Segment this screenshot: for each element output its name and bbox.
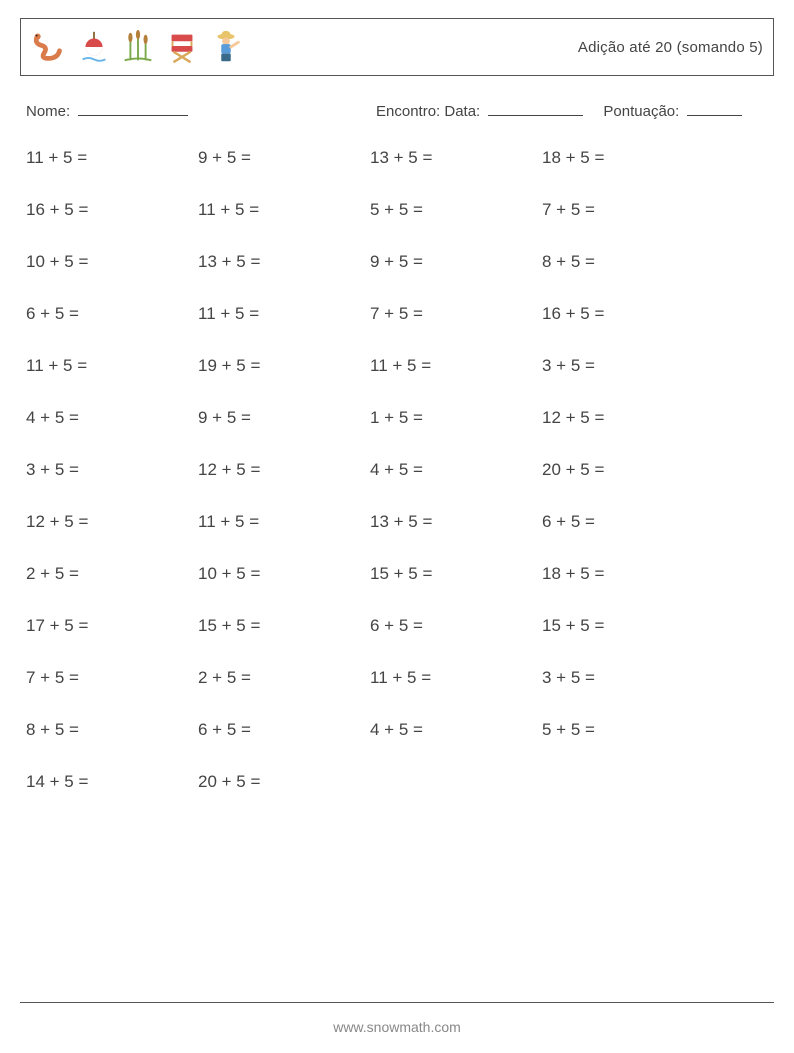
bobber-icon bbox=[75, 28, 113, 66]
problem-row: 2 + 5 =10 + 5 =15 + 5 =18 + 5 = bbox=[26, 564, 768, 584]
problem-cell: 12 + 5 = bbox=[26, 512, 198, 532]
problem-row: 4 + 5 =9 + 5 =1 + 5 =12 + 5 = bbox=[26, 408, 768, 428]
problem-cell: 4 + 5 = bbox=[370, 460, 542, 480]
problem-cell: 16 + 5 = bbox=[26, 200, 198, 220]
problem-cell: 14 + 5 = bbox=[26, 772, 198, 792]
problem-cell: 2 + 5 = bbox=[26, 564, 198, 584]
worksheet-page: Adição até 20 (somando 5) Nome: Encontro… bbox=[0, 0, 794, 1053]
problem-cell: 6 + 5 = bbox=[542, 512, 714, 532]
problem-cell: 15 + 5 = bbox=[198, 616, 370, 636]
problem-cell: 10 + 5 = bbox=[26, 252, 198, 272]
problem-cell: 9 + 5 = bbox=[370, 252, 542, 272]
problem-cell: 16 + 5 = bbox=[542, 304, 714, 324]
problem-cell: 10 + 5 = bbox=[198, 564, 370, 584]
problem-cell: 6 + 5 = bbox=[198, 720, 370, 740]
problem-cell: 11 + 5 = bbox=[370, 356, 542, 376]
footer-text: www.snowmath.com bbox=[0, 1019, 794, 1035]
problem-cell: 2 + 5 = bbox=[198, 668, 370, 688]
problem-cell: 11 + 5 = bbox=[26, 356, 198, 376]
worm-icon bbox=[31, 28, 69, 66]
problem-row: 14 + 5 =20 + 5 = bbox=[26, 772, 768, 792]
fisher-icon bbox=[207, 28, 245, 66]
problem-cell: 11 + 5 = bbox=[26, 148, 198, 168]
score-field: Pontuação: bbox=[603, 100, 742, 120]
score-blank[interactable] bbox=[687, 100, 742, 116]
problem-cell: 17 + 5 = bbox=[26, 616, 198, 636]
chair-icon bbox=[163, 28, 201, 66]
problem-cell: 3 + 5 = bbox=[26, 460, 198, 480]
problem-cell: 11 + 5 = bbox=[370, 668, 542, 688]
problem-cell: 6 + 5 = bbox=[370, 616, 542, 636]
problem-cell: 7 + 5 = bbox=[26, 668, 198, 688]
problem-cell: 13 + 5 = bbox=[370, 512, 542, 532]
problem-cell: 13 + 5 = bbox=[198, 252, 370, 272]
problem-row: 11 + 5 =9 + 5 =13 + 5 =18 + 5 = bbox=[26, 148, 768, 168]
problem-cell: 15 + 5 = bbox=[370, 564, 542, 584]
problem-row: 8 + 5 =6 + 5 =4 + 5 =5 + 5 = bbox=[26, 720, 768, 740]
header-box: Adição até 20 (somando 5) bbox=[20, 18, 774, 76]
problem-cell: 11 + 5 = bbox=[198, 200, 370, 220]
footer-rule bbox=[20, 1002, 774, 1003]
problem-cell: 9 + 5 = bbox=[198, 148, 370, 168]
problem-row: 17 + 5 =15 + 5 =6 + 5 =15 + 5 = bbox=[26, 616, 768, 636]
problem-cell: 19 + 5 = bbox=[198, 356, 370, 376]
problem-cell: 20 + 5 = bbox=[542, 460, 714, 480]
name-label: Nome: bbox=[26, 103, 70, 120]
name-field: Nome: bbox=[26, 100, 376, 120]
worksheet-title: Adição até 20 (somando 5) bbox=[578, 39, 763, 56]
problem-cell: 7 + 5 = bbox=[370, 304, 542, 324]
problem-cell: 1 + 5 = bbox=[370, 408, 542, 428]
problem-cell: 4 + 5 = bbox=[26, 408, 198, 428]
problem-cell: 20 + 5 = bbox=[198, 772, 370, 792]
info-line: Nome: Encontro: Data: Pontuação: bbox=[20, 100, 774, 120]
problem-cell: 11 + 5 = bbox=[198, 512, 370, 532]
problem-cell: 3 + 5 = bbox=[542, 356, 714, 376]
date-blank[interactable] bbox=[488, 100, 583, 116]
score-label: Pontuação: bbox=[603, 103, 679, 120]
problem-cell: 5 + 5 = bbox=[542, 720, 714, 740]
problem-row: 11 + 5 =19 + 5 =11 + 5 =3 + 5 = bbox=[26, 356, 768, 376]
reeds-icon bbox=[119, 28, 157, 66]
encounter-label: Encontro: Data: bbox=[376, 103, 480, 120]
problem-row: 10 + 5 =13 + 5 =9 + 5 =8 + 5 = bbox=[26, 252, 768, 272]
problem-cell: 5 + 5 = bbox=[370, 200, 542, 220]
problem-cell: 18 + 5 = bbox=[542, 148, 714, 168]
problem-cell: 18 + 5 = bbox=[542, 564, 714, 584]
header-icons bbox=[31, 28, 245, 66]
problems-grid: 11 + 5 =9 + 5 =13 + 5 =18 + 5 =16 + 5 =1… bbox=[20, 148, 774, 792]
problem-row: 16 + 5 =11 + 5 =5 + 5 =7 + 5 = bbox=[26, 200, 768, 220]
problem-cell: 13 + 5 = bbox=[370, 148, 542, 168]
problem-cell: 6 + 5 = bbox=[26, 304, 198, 324]
problem-row: 3 + 5 =12 + 5 =4 + 5 =20 + 5 = bbox=[26, 460, 768, 480]
problem-row: 7 + 5 =2 + 5 =11 + 5 =3 + 5 = bbox=[26, 668, 768, 688]
date-field: Encontro: Data: bbox=[376, 100, 583, 120]
problem-row: 12 + 5 =11 + 5 =13 + 5 =6 + 5 = bbox=[26, 512, 768, 532]
problem-cell: 8 + 5 = bbox=[26, 720, 198, 740]
problem-cell: 8 + 5 = bbox=[542, 252, 714, 272]
problem-cell: 9 + 5 = bbox=[198, 408, 370, 428]
problem-cell: 7 + 5 = bbox=[542, 200, 714, 220]
problem-cell: 3 + 5 = bbox=[542, 668, 714, 688]
problem-row: 6 + 5 =11 + 5 =7 + 5 =16 + 5 = bbox=[26, 304, 768, 324]
problem-cell: 11 + 5 = bbox=[198, 304, 370, 324]
name-blank[interactable] bbox=[78, 100, 188, 116]
problem-cell: 12 + 5 = bbox=[542, 408, 714, 428]
problem-cell: 12 + 5 = bbox=[198, 460, 370, 480]
problem-cell: 4 + 5 = bbox=[370, 720, 542, 740]
problem-cell: 15 + 5 = bbox=[542, 616, 714, 636]
